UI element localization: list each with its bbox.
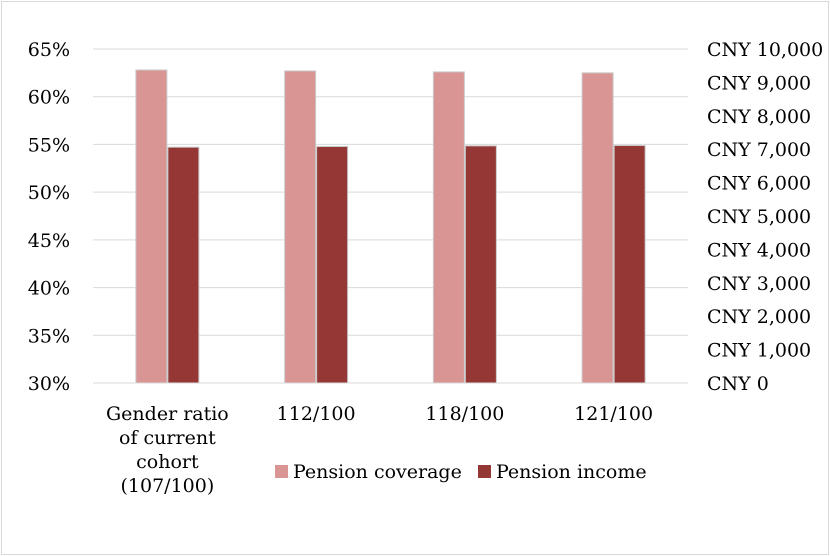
bar-pension-coverage: [581, 72, 614, 384]
y-left-tick-label: 65%: [28, 39, 70, 61]
y-left-tick-label: 30%: [28, 373, 70, 395]
y-right-tick-label: CNY 3,000: [707, 273, 811, 295]
legend-swatch: [275, 465, 288, 478]
bar-pension-coverage: [432, 71, 465, 384]
bar-pension-income: [167, 146, 200, 384]
y-right-tick-label: CNY 9,000: [707, 72, 811, 94]
y-right-tick-label: CNY 0: [707, 373, 769, 395]
x-category-label-line: 118/100: [425, 403, 504, 425]
y-right-tick-label: CNY 2,000: [707, 306, 811, 328]
bar-pension-income: [316, 146, 349, 384]
y-right-tick-label: CNY 7,000: [707, 139, 811, 161]
x-category-label-line: 112/100: [277, 403, 356, 425]
x-category-label: 112/100: [277, 403, 356, 425]
x-category-label-line: (107/100): [120, 475, 214, 497]
y-left-tick-label: 60%: [28, 87, 70, 109]
y-right-tick-label: CNY 8,000: [707, 106, 811, 128]
y-right-tick-label: CNY 5,000: [707, 206, 811, 228]
y-right-tick-label: CNY 1,000: [707, 340, 811, 362]
y-right-tick-label: CNY 10,000: [707, 39, 823, 61]
y-left-tick-label: 35%: [28, 325, 70, 347]
y-left-tick-label: 55%: [28, 134, 70, 156]
y-left-tick-label: 50%: [28, 182, 70, 204]
bar-pension-income: [464, 145, 497, 384]
bar-pension-income: [613, 145, 646, 384]
y-right-tick-label: CNY 6,000: [707, 173, 811, 195]
legend-label: Pension coverage: [293, 461, 462, 483]
x-category-label-line: cohort: [136, 451, 199, 473]
x-category-label-line: Gender ratio: [106, 403, 229, 425]
x-category-label-line: 121/100: [574, 403, 653, 425]
x-category-label: Gender ratio of current cohort (107/100): [106, 403, 229, 497]
x-category-label: 118/100: [425, 403, 504, 425]
x-category-label: 121/100: [574, 403, 653, 425]
bar-pension-coverage: [135, 69, 168, 384]
y-left-tick-label: 40%: [28, 278, 70, 300]
x-category-label-line: of current: [119, 427, 216, 449]
legend-label: Pension income: [496, 461, 647, 483]
bar-pension-coverage: [284, 70, 317, 384]
y-left-tick-label: 45%: [28, 230, 70, 252]
y-right-tick-label: CNY 4,000: [707, 239, 811, 261]
legend-swatch: [478, 465, 491, 478]
